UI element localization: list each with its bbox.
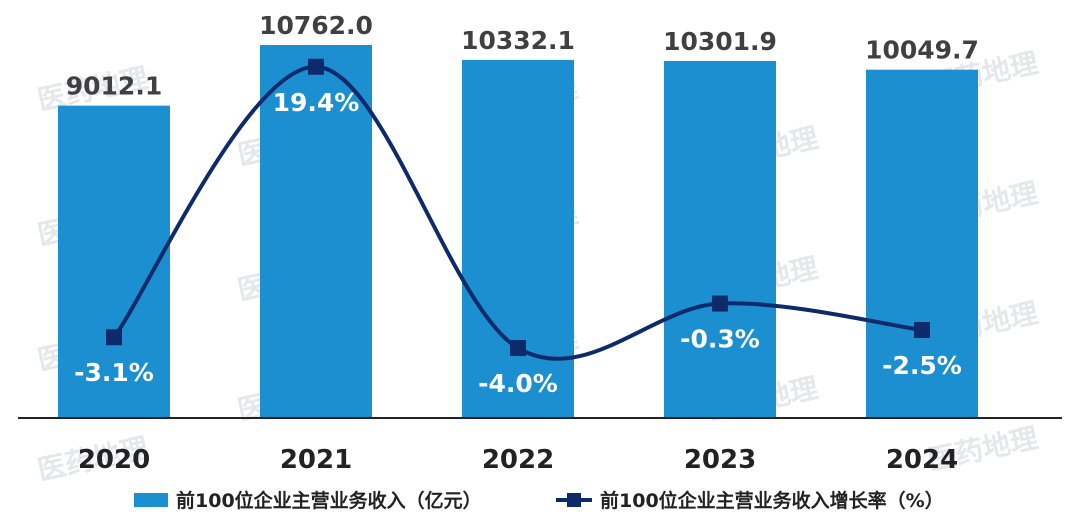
bar-value-label-2024: 10049.7 xyxy=(865,36,979,65)
rate-marker-2022 xyxy=(510,340,526,357)
rate-value-label-2021: 19.4% xyxy=(273,88,360,117)
x-tick-2021: 2021 xyxy=(280,445,352,475)
x-tick-2020: 2020 xyxy=(78,445,150,475)
bar-value-label-2021: 10762.0 xyxy=(259,11,373,40)
bar-value-label-2020: 9012.1 xyxy=(66,72,162,101)
legend-label-revenue: 前100位企业主营业务收入（亿元） xyxy=(176,489,482,512)
bar-2024 xyxy=(866,69,978,418)
bar-value-label-2022: 10332.1 xyxy=(461,26,575,55)
rate-value-label-2022: -4.0% xyxy=(478,369,558,398)
rate-value-labels: -3.1% 19.4% -4.0% -0.3% -2.5% xyxy=(74,88,962,398)
legend-swatch-marker xyxy=(567,493,581,507)
rate-marker-2023 xyxy=(712,295,728,312)
rate-marker-2024 xyxy=(914,322,930,338)
x-tick-2023: 2023 xyxy=(684,445,756,475)
x-tick-2024: 2024 xyxy=(886,445,958,475)
legend-swatch-bar xyxy=(134,493,168,507)
legend: 前100位企业主营业务收入（亿元） 前100位企业主营业务收入增长率（%） xyxy=(134,489,944,512)
bar-2020 xyxy=(58,105,170,419)
bar-2021 xyxy=(260,45,372,418)
bar-2022 xyxy=(462,59,574,418)
rate-value-label-2020: -3.1% xyxy=(74,358,154,387)
rate-marker-2020 xyxy=(106,329,122,346)
legend-entry-revenue: 前100位企业主营业务收入（亿元） xyxy=(134,489,482,512)
bar-series xyxy=(58,45,978,419)
x-tick-2022: 2022 xyxy=(482,445,554,475)
rate-line xyxy=(112,64,923,361)
legend-label-rate: 前100位企业主营业务收入增长率（%） xyxy=(600,489,944,512)
bar-value-label-2023: 10301.9 xyxy=(663,27,777,56)
bar-value-labels: 9012.1 10762.0 10332.1 10301.9 10049.7 xyxy=(66,11,979,101)
rate-value-label-2023: -0.3% xyxy=(680,325,760,354)
rate-value-label-2024: -2.5% xyxy=(882,351,962,380)
x-tick-labels: 2020 2021 2022 2023 2024 xyxy=(78,445,958,475)
bar-2023 xyxy=(664,60,776,419)
line-series xyxy=(106,58,930,361)
rate-marker-2021 xyxy=(308,58,324,75)
legend-entry-rate: 前100位企业主营业务收入增长率（%） xyxy=(556,489,944,512)
